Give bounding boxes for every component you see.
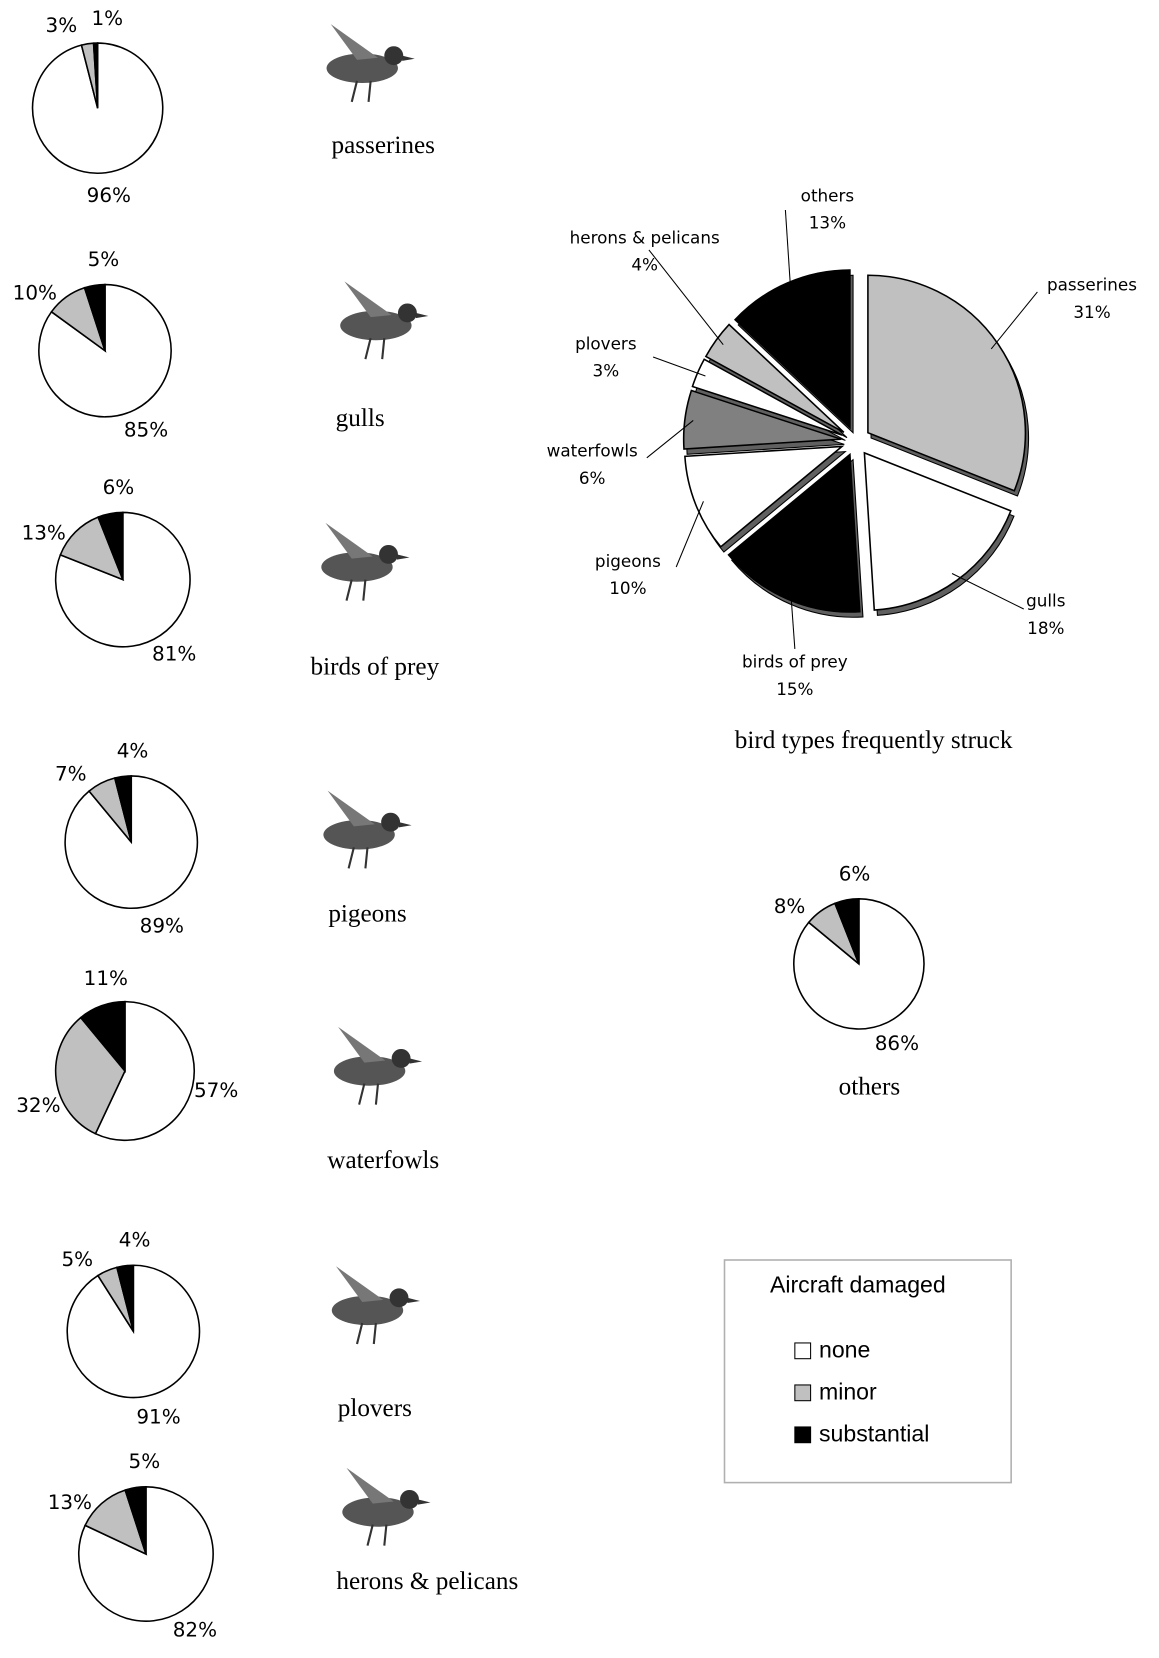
bird-picture bbox=[323, 791, 411, 869]
leader-line bbox=[785, 210, 790, 291]
value-label: 96% bbox=[87, 183, 131, 207]
leader-line bbox=[653, 357, 705, 376]
value-label: 57% bbox=[194, 1078, 238, 1102]
value-label: 6% bbox=[579, 468, 606, 488]
leader-line bbox=[649, 250, 723, 345]
value-label: 31% bbox=[1073, 302, 1110, 322]
legend-swatch bbox=[795, 1427, 811, 1443]
bird-picture bbox=[327, 24, 415, 102]
category-label: plovers bbox=[575, 333, 636, 353]
legend-swatch bbox=[795, 1343, 811, 1359]
chart-title: gulls bbox=[336, 405, 385, 432]
category-label: others bbox=[801, 185, 854, 205]
category-label: herons & pelicans bbox=[570, 227, 720, 247]
value-label: 4% bbox=[117, 738, 149, 762]
value-label: 81% bbox=[152, 642, 196, 666]
leader-line bbox=[676, 501, 703, 567]
bird-picture bbox=[321, 523, 409, 601]
pie-slice bbox=[868, 275, 1026, 490]
legend-label: substantial bbox=[819, 1420, 929, 1446]
legend-label: minor bbox=[819, 1378, 877, 1404]
legend-label: none bbox=[819, 1336, 870, 1362]
category-label: birds of prey bbox=[742, 652, 848, 672]
value-label: 13% bbox=[809, 213, 846, 233]
chart-title: bird types frequently struck bbox=[735, 727, 1013, 754]
chart-title: passerines bbox=[331, 132, 435, 159]
chart-title: birds of prey bbox=[310, 654, 439, 681]
chart-title: pigeons bbox=[328, 900, 406, 927]
value-label: 13% bbox=[48, 1490, 92, 1514]
chart-title: others bbox=[839, 1074, 901, 1101]
category-label: waterfowls bbox=[547, 440, 638, 460]
value-label: 89% bbox=[140, 914, 184, 938]
page: Aircraft damaged bird types frequently s… bbox=[0, 0, 1159, 1658]
leader-line bbox=[991, 292, 1037, 349]
value-label: 10% bbox=[609, 578, 646, 598]
value-label: 13% bbox=[22, 520, 66, 544]
chart-title: plovers bbox=[338, 1395, 412, 1422]
value-label: 8% bbox=[774, 894, 806, 918]
value-label: 5% bbox=[129, 1449, 161, 1473]
value-label: 86% bbox=[875, 1031, 919, 1055]
value-label: 82% bbox=[173, 1618, 217, 1642]
value-label: 5% bbox=[88, 247, 120, 271]
value-label: 5% bbox=[61, 1247, 93, 1271]
value-label: 91% bbox=[136, 1405, 180, 1429]
bird-picture bbox=[340, 281, 428, 359]
value-label: 1% bbox=[91, 6, 123, 30]
value-label: 10% bbox=[13, 280, 57, 304]
category-label: gulls bbox=[1026, 591, 1065, 611]
value-label: 85% bbox=[124, 418, 168, 442]
value-label: 3% bbox=[46, 13, 78, 37]
value-label: 11% bbox=[84, 966, 128, 990]
value-label: 6% bbox=[103, 475, 135, 499]
value-label: 4% bbox=[119, 1228, 151, 1252]
value-label: 4% bbox=[631, 255, 658, 275]
value-label: 7% bbox=[55, 761, 87, 785]
legend-title: Aircraft damaged bbox=[770, 1271, 946, 1297]
leader-line bbox=[952, 574, 1024, 609]
bird-picture bbox=[342, 1468, 430, 1546]
legend-swatch bbox=[795, 1385, 811, 1401]
bird-picture bbox=[332, 1266, 420, 1344]
value-label: 3% bbox=[593, 361, 620, 381]
chart-title: herons & pelicans bbox=[336, 1568, 518, 1595]
category-label: passerines bbox=[1047, 275, 1137, 295]
value-label: 15% bbox=[776, 679, 813, 699]
value-label: 18% bbox=[1027, 618, 1064, 638]
value-label: 32% bbox=[16, 1093, 60, 1117]
chart-title: waterfowls bbox=[327, 1147, 439, 1174]
bird-picture bbox=[334, 1027, 422, 1105]
category-label: pigeons bbox=[595, 551, 661, 571]
value-label: 6% bbox=[839, 861, 871, 885]
canvas: Aircraft damaged bird types frequently s… bbox=[13, 6, 1137, 1642]
